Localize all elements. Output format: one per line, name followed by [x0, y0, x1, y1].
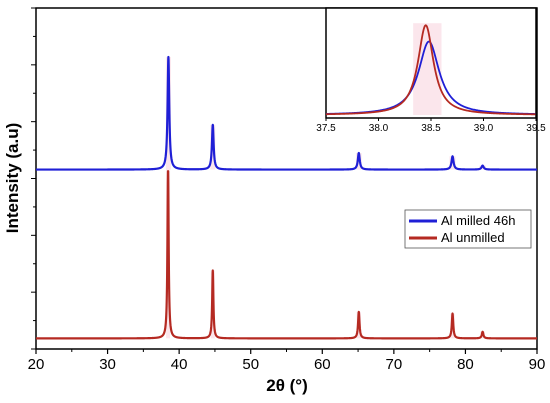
legend: Al milled 46h Al unmilled — [404, 209, 532, 249]
main-series-layer — [35, 55, 538, 340]
inset-x-tick-label: 38.0 — [369, 123, 389, 134]
x-tick-label: 20 — [28, 356, 45, 373]
inset-x-tick-label: 38.5 — [421, 123, 441, 134]
inset-x-tick-label: 39.5 — [526, 123, 546, 134]
series-line-unmilled — [35, 170, 538, 340]
legend-box — [404, 209, 532, 249]
peak-highlight-0-2 — [355, 153, 362, 170]
legend-label-milled: Al milled 46h — [441, 213, 515, 228]
peak-highlight-0-4 — [479, 165, 486, 170]
inset-frame — [325, 7, 537, 119]
x-tick-label: 50 — [242, 356, 259, 373]
x-tick-label: 60 — [314, 356, 331, 373]
x-tick-label: 90 — [529, 356, 546, 373]
y-axis-title: Intensity (a.u) — [3, 123, 22, 234]
x-tick-label: 30 — [99, 356, 116, 373]
x-axis-title: 2θ (°) — [266, 376, 308, 395]
x-tick-label: 70 — [386, 356, 403, 373]
inset-peak-highlight — [413, 23, 442, 116]
y-axis-ticks — [31, 7, 36, 350]
inset-x-tick-label: 37.5 — [316, 123, 336, 134]
inset-x-tick-label: 39.0 — [474, 123, 494, 134]
inset-series-line-unmilled — [325, 24, 536, 116]
peak-highlight-0-3 — [449, 156, 456, 170]
x-tick-label: 40 — [171, 356, 188, 373]
legend-label-unmilled: Al unmilled — [441, 230, 505, 245]
inset-chart: 37.5 38.0 38.5 39.0 39.5 — [316, 7, 546, 134]
inset-series-layer — [325, 23, 536, 116]
x-tick-label: 80 — [457, 356, 474, 373]
inset-x-axis-ticks: 37.5 38.0 38.5 39.0 39.5 — [316, 118, 546, 134]
series-line-milled — [35, 55, 538, 171]
x-axis-ticks: 20 30 40 50 60 70 80 90 — [28, 349, 546, 373]
